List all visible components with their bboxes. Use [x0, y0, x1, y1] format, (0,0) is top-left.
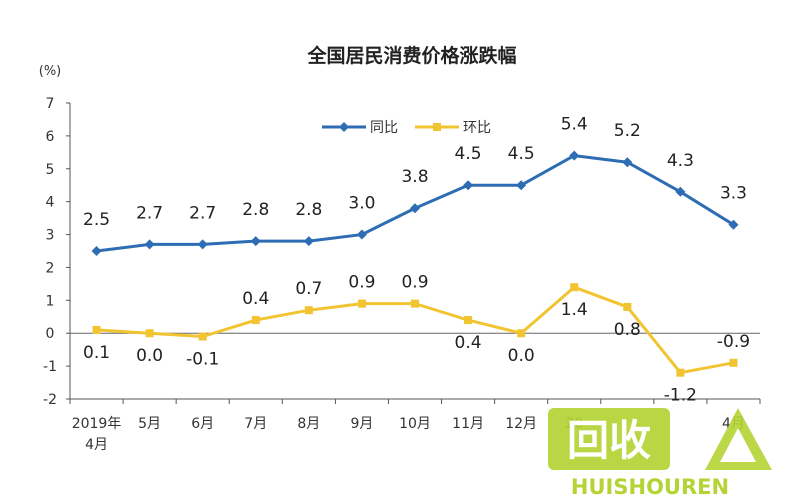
yoy-point [463, 180, 474, 191]
legend-label: 环比 [463, 120, 491, 136]
watermark-logo: 回收 HUISHOUREN [548, 408, 772, 499]
yoy-data-label: 4.5 [508, 144, 535, 164]
yoy-data-label: 4.3 [667, 151, 694, 171]
mom-point [411, 299, 419, 308]
y-unit-label: (%) [39, 64, 62, 79]
mom-point [251, 316, 260, 325]
yoy-point [197, 239, 208, 250]
legend-label: 同比 [370, 120, 398, 136]
watermark-badge [548, 408, 670, 470]
mom-data-label: -0.9 [717, 332, 750, 352]
mom-data-label: 0.9 [348, 273, 375, 293]
legend-marker-square [433, 123, 441, 131]
x-tick-label: 9月 [350, 416, 373, 432]
yoy-data-label: 3.0 [348, 194, 375, 214]
watermark-logo-text: 回收 [567, 416, 651, 465]
chart-title: 全国居民消费价格涨跌幅 [306, 44, 516, 67]
mom-data-label: 0.4 [455, 333, 482, 353]
mom-data-label: 0.9 [401, 273, 428, 293]
x-tick-label: 8月 [297, 416, 320, 432]
y-tick-label: 0 [46, 326, 55, 342]
yoy-point [356, 229, 367, 240]
legend-marker-diamond [339, 122, 349, 132]
mom-data-label: 0.0 [136, 346, 163, 366]
yoy-point [622, 157, 633, 168]
yoy-data-label: 2.7 [189, 203, 216, 223]
series-layer: 2.5 2.7 2.7 2.8 2.8 3.0 3.8 4.5 4.5 5.4 5.2 4.3 3.3 0… [83, 115, 750, 406]
yoy-point [250, 236, 261, 247]
mom-data-label: -0.1 [186, 350, 219, 370]
mom-data-label: 0.8 [614, 320, 641, 340]
mom-point [304, 306, 313, 315]
yoy-data-label: 2.7 [136, 203, 163, 223]
yoy-point [516, 180, 527, 191]
mom-data-label: 0.1 [83, 343, 110, 363]
y-tick-label: 4 [46, 195, 55, 211]
mom-point [729, 358, 738, 367]
yoy-point [91, 246, 102, 256]
yoy-point [728, 219, 739, 230]
y-tick-label: -2 [43, 392, 57, 408]
yoy-data-label: 5.4 [561, 115, 588, 135]
yoy-data-label: 5.2 [614, 121, 641, 141]
y-tick-label: 2 [46, 260, 55, 276]
mom-data-label: 0.4 [242, 289, 269, 309]
x-tick-label: 2019年 [72, 416, 122, 432]
mom-data-label: 0.0 [508, 346, 535, 366]
mom-point [92, 325, 101, 334]
mom-data-label: -1.2 [664, 386, 697, 406]
yoy-data-label: 2.8 [295, 200, 322, 220]
y-tick-label: -1 [43, 359, 57, 375]
x-tick-label: 12月 [505, 416, 537, 432]
mom-point [517, 329, 526, 338]
y-tick-label: 3 [46, 228, 55, 244]
yoy-data-label: 3.8 [401, 167, 428, 187]
yoy-point [303, 236, 314, 247]
x-tick-label: 5月 [138, 416, 161, 432]
watermark-brand-text: HUISHOUREN [571, 475, 729, 499]
y-tick-label: 1 [46, 293, 55, 309]
x-tick-label: 10月 [399, 416, 431, 432]
mom-point [198, 332, 207, 341]
mom-point [570, 283, 579, 292]
mom-point [357, 299, 366, 308]
yoy-data-label: 4.5 [455, 144, 482, 164]
mom-point [145, 329, 154, 338]
legend: 同比 环比 [322, 120, 491, 136]
x-tick-label: 6月 [191, 416, 214, 432]
x-tick-label: 11月 [452, 416, 484, 432]
yoy-point [569, 150, 580, 161]
y-tick-label: 5 [46, 162, 55, 178]
yoy-data-label: 3.3 [720, 184, 747, 204]
yoy-data-label: 2.5 [83, 210, 110, 230]
x-tick-label: 7月 [244, 416, 267, 432]
x-tick-label: 4月 [85, 437, 108, 453]
mom-data-label: 1.4 [561, 300, 588, 320]
mom-point [464, 316, 473, 325]
yoy-data-label: 2.8 [242, 200, 269, 220]
mom-data-label: 0.7 [295, 279, 322, 299]
y-tick-label: 6 [46, 129, 55, 145]
watermark-triangle-icon [705, 408, 772, 470]
y-tick-label: 7 [46, 96, 55, 112]
mom-point [676, 368, 685, 377]
yoy-point [675, 186, 686, 197]
yoy-point [410, 203, 420, 214]
yoy-point [144, 239, 155, 250]
mom-point [623, 302, 632, 311]
